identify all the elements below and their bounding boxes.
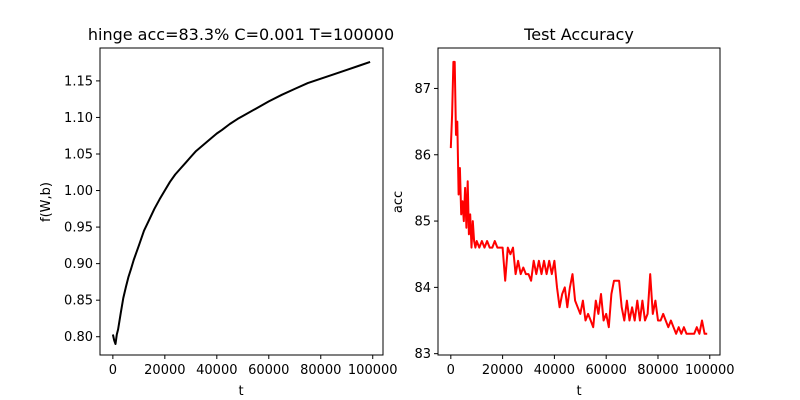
x-tick-label: 100000 [348,363,398,378]
x-tick-label: 80000 [637,363,678,378]
y-axis-label-accuracy: acc [391,191,406,213]
plot-frame-accuracy [437,47,721,356]
chart-title-objective: hinge acc=83.3% C=0.001 T=100000 [88,25,394,44]
x-axis-label-objective: t [238,384,243,399]
x-tick-label: 0 [447,363,455,378]
x-tick-label: 40000 [196,363,237,378]
x-ticks-accuracy: 0 20000 40000 60000 80000 100000 [447,355,735,378]
y-tick-label: 0.90 [64,257,93,272]
y-tick-label: 86 [414,148,431,163]
x-tick-label: 0 [109,363,117,378]
x-tick-label: 100000 [685,363,735,378]
y-tick-label: 83 [414,347,431,362]
x-axis-label-accuracy: t [576,384,581,399]
chart-title-accuracy: Test Accuracy [523,25,634,44]
y-axis-label-objective: f(W,b) [39,182,54,222]
y-tick-label: 0.80 [64,330,93,345]
x-ticks-objective: 0 20000 40000 60000 80000 100000 [109,355,398,378]
y-tick-label: 1.10 [64,111,93,126]
x-tick-label: 20000 [482,363,523,378]
series-line-objective [111,60,371,345]
y-tick-label: 84 [414,281,431,296]
subplot-test-accuracy: Test Accuracy t acc 0 20000 40000 60000 8000… [391,25,735,399]
series-line-accuracy [449,60,708,335]
x-tick-label: 20000 [144,363,185,378]
y-tick-label: 87 [414,82,431,97]
y-ticks-accuracy: 83 84 85 86 87 [414,82,438,362]
x-tick-label: 60000 [248,363,289,378]
y-tick-label: 85 [414,215,431,230]
y-tick-label: 0.85 [64,294,93,309]
x-tick-label: 80000 [300,363,341,378]
y-tick-label: 1.15 [64,74,93,89]
y-ticks-objective: 0.80 0.85 0.90 0.95 1.00 1.05 1.10 1.15 [64,74,100,345]
plot-frame-objective [99,47,384,356]
y-tick-label: 1.00 [64,184,93,199]
x-tick-label: 40000 [534,363,575,378]
x-tick-label: 60000 [586,363,627,378]
y-tick-label: 0.95 [64,221,93,236]
subplot-objective: hinge acc=83.3% C=0.001 T=100000 t f(W,b… [39,25,398,399]
y-tick-label: 1.05 [64,147,93,162]
